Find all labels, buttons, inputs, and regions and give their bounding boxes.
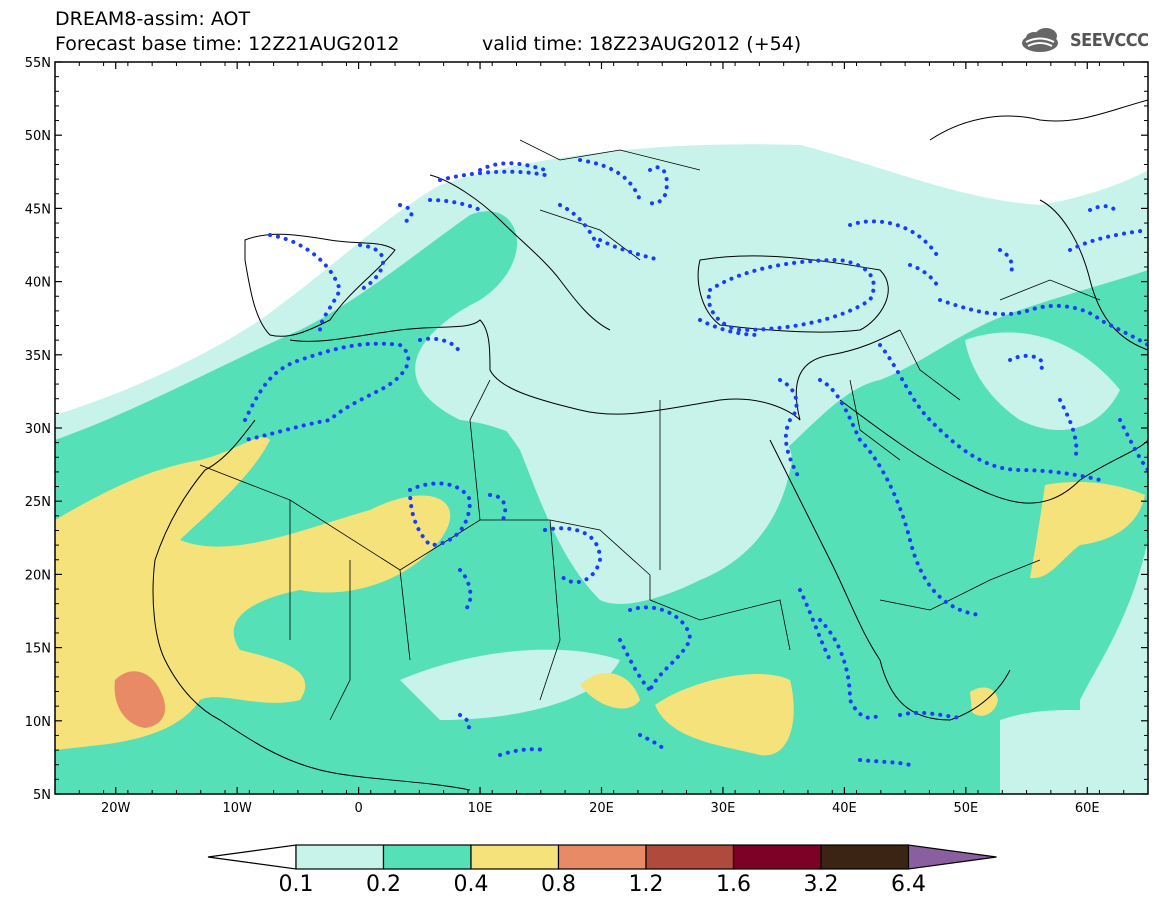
cloud-logo-icon	[1022, 28, 1058, 52]
logo-text: SEEVCCC	[1070, 30, 1149, 51]
lon-tick-label: 20W	[101, 801, 131, 816]
longitude-axis: 20W 10W 0 10E 20E 30E 40E 50E 60E	[54, 62, 1149, 816]
lat-tick-label: 15N	[25, 642, 51, 657]
colorbar-segment	[732, 844, 822, 870]
lat-tick-label: 25N	[25, 495, 51, 510]
forecast-base-time: Forecast base time: 12Z21AUG2012	[55, 33, 400, 55]
aot-contour-0.1-inner	[470, 376, 792, 604]
dotted-contours	[243, 158, 1148, 767]
lat-tick-label: 55N	[25, 56, 51, 71]
latitude-axis: 55N 50N 45N 40N 35N 30N 25N 20N 15N 10N 5N	[25, 56, 1148, 803]
colorbar-label: 3.2	[804, 872, 839, 897]
lon-tick-label: 0	[354, 801, 362, 816]
map-title: DREAM8-assim: AOT	[55, 8, 251, 30]
lat-tick-label: 45N	[25, 202, 51, 217]
colorbar-segment	[470, 844, 560, 870]
colorbar-label: 0.4	[454, 872, 489, 897]
lat-tick-label: 30N	[25, 422, 51, 437]
coastlines	[152, 99, 1148, 791]
lon-tick-label: 50E	[953, 801, 978, 816]
lat-tick-label: 35N	[25, 349, 51, 364]
colorbar-label: 1.6	[716, 872, 751, 897]
valid-time: valid time: 18Z23AUG2012 (+54)	[482, 33, 802, 55]
lat-tick-label: 50N	[25, 129, 51, 144]
colorbar: 0.1 0.2 0.4 0.8 1.2 1.6 3.2 6.4	[207, 844, 997, 897]
colorbar-segment	[382, 844, 472, 870]
colorbar-segment	[207, 844, 297, 870]
colorbar-segment	[907, 844, 997, 870]
lon-tick-label: 60E	[1075, 801, 1100, 816]
lat-tick-label: 5N	[33, 788, 51, 803]
colorbar-segment	[557, 844, 647, 870]
colorbar-label: 6.4	[891, 872, 926, 897]
colorbar-label: 0.8	[541, 872, 576, 897]
colorbar-label: 1.2	[629, 872, 664, 897]
lon-tick-label: 30E	[711, 801, 736, 816]
lat-tick-label: 20N	[25, 568, 51, 583]
aot-contour-0.4	[55, 437, 451, 750]
colorbar-label: 0.2	[366, 872, 401, 897]
aot-field	[55, 62, 1148, 794]
colorbar-label: 0.1	[279, 872, 314, 897]
borders	[199, 139, 1101, 721]
colorbar-segment	[820, 844, 910, 870]
aot-contour-0.8	[114, 671, 165, 728]
lon-tick-label: 20E	[589, 801, 614, 816]
lon-tick-label: 10E	[468, 801, 493, 816]
lat-tick-label: 10N	[25, 715, 51, 730]
colorbar-segment	[645, 844, 735, 870]
lon-tick-label: 40E	[832, 801, 857, 816]
lon-tick-label: 10W	[222, 801, 252, 816]
lat-tick-label: 40N	[25, 276, 51, 291]
colorbar-segment	[295, 844, 385, 870]
